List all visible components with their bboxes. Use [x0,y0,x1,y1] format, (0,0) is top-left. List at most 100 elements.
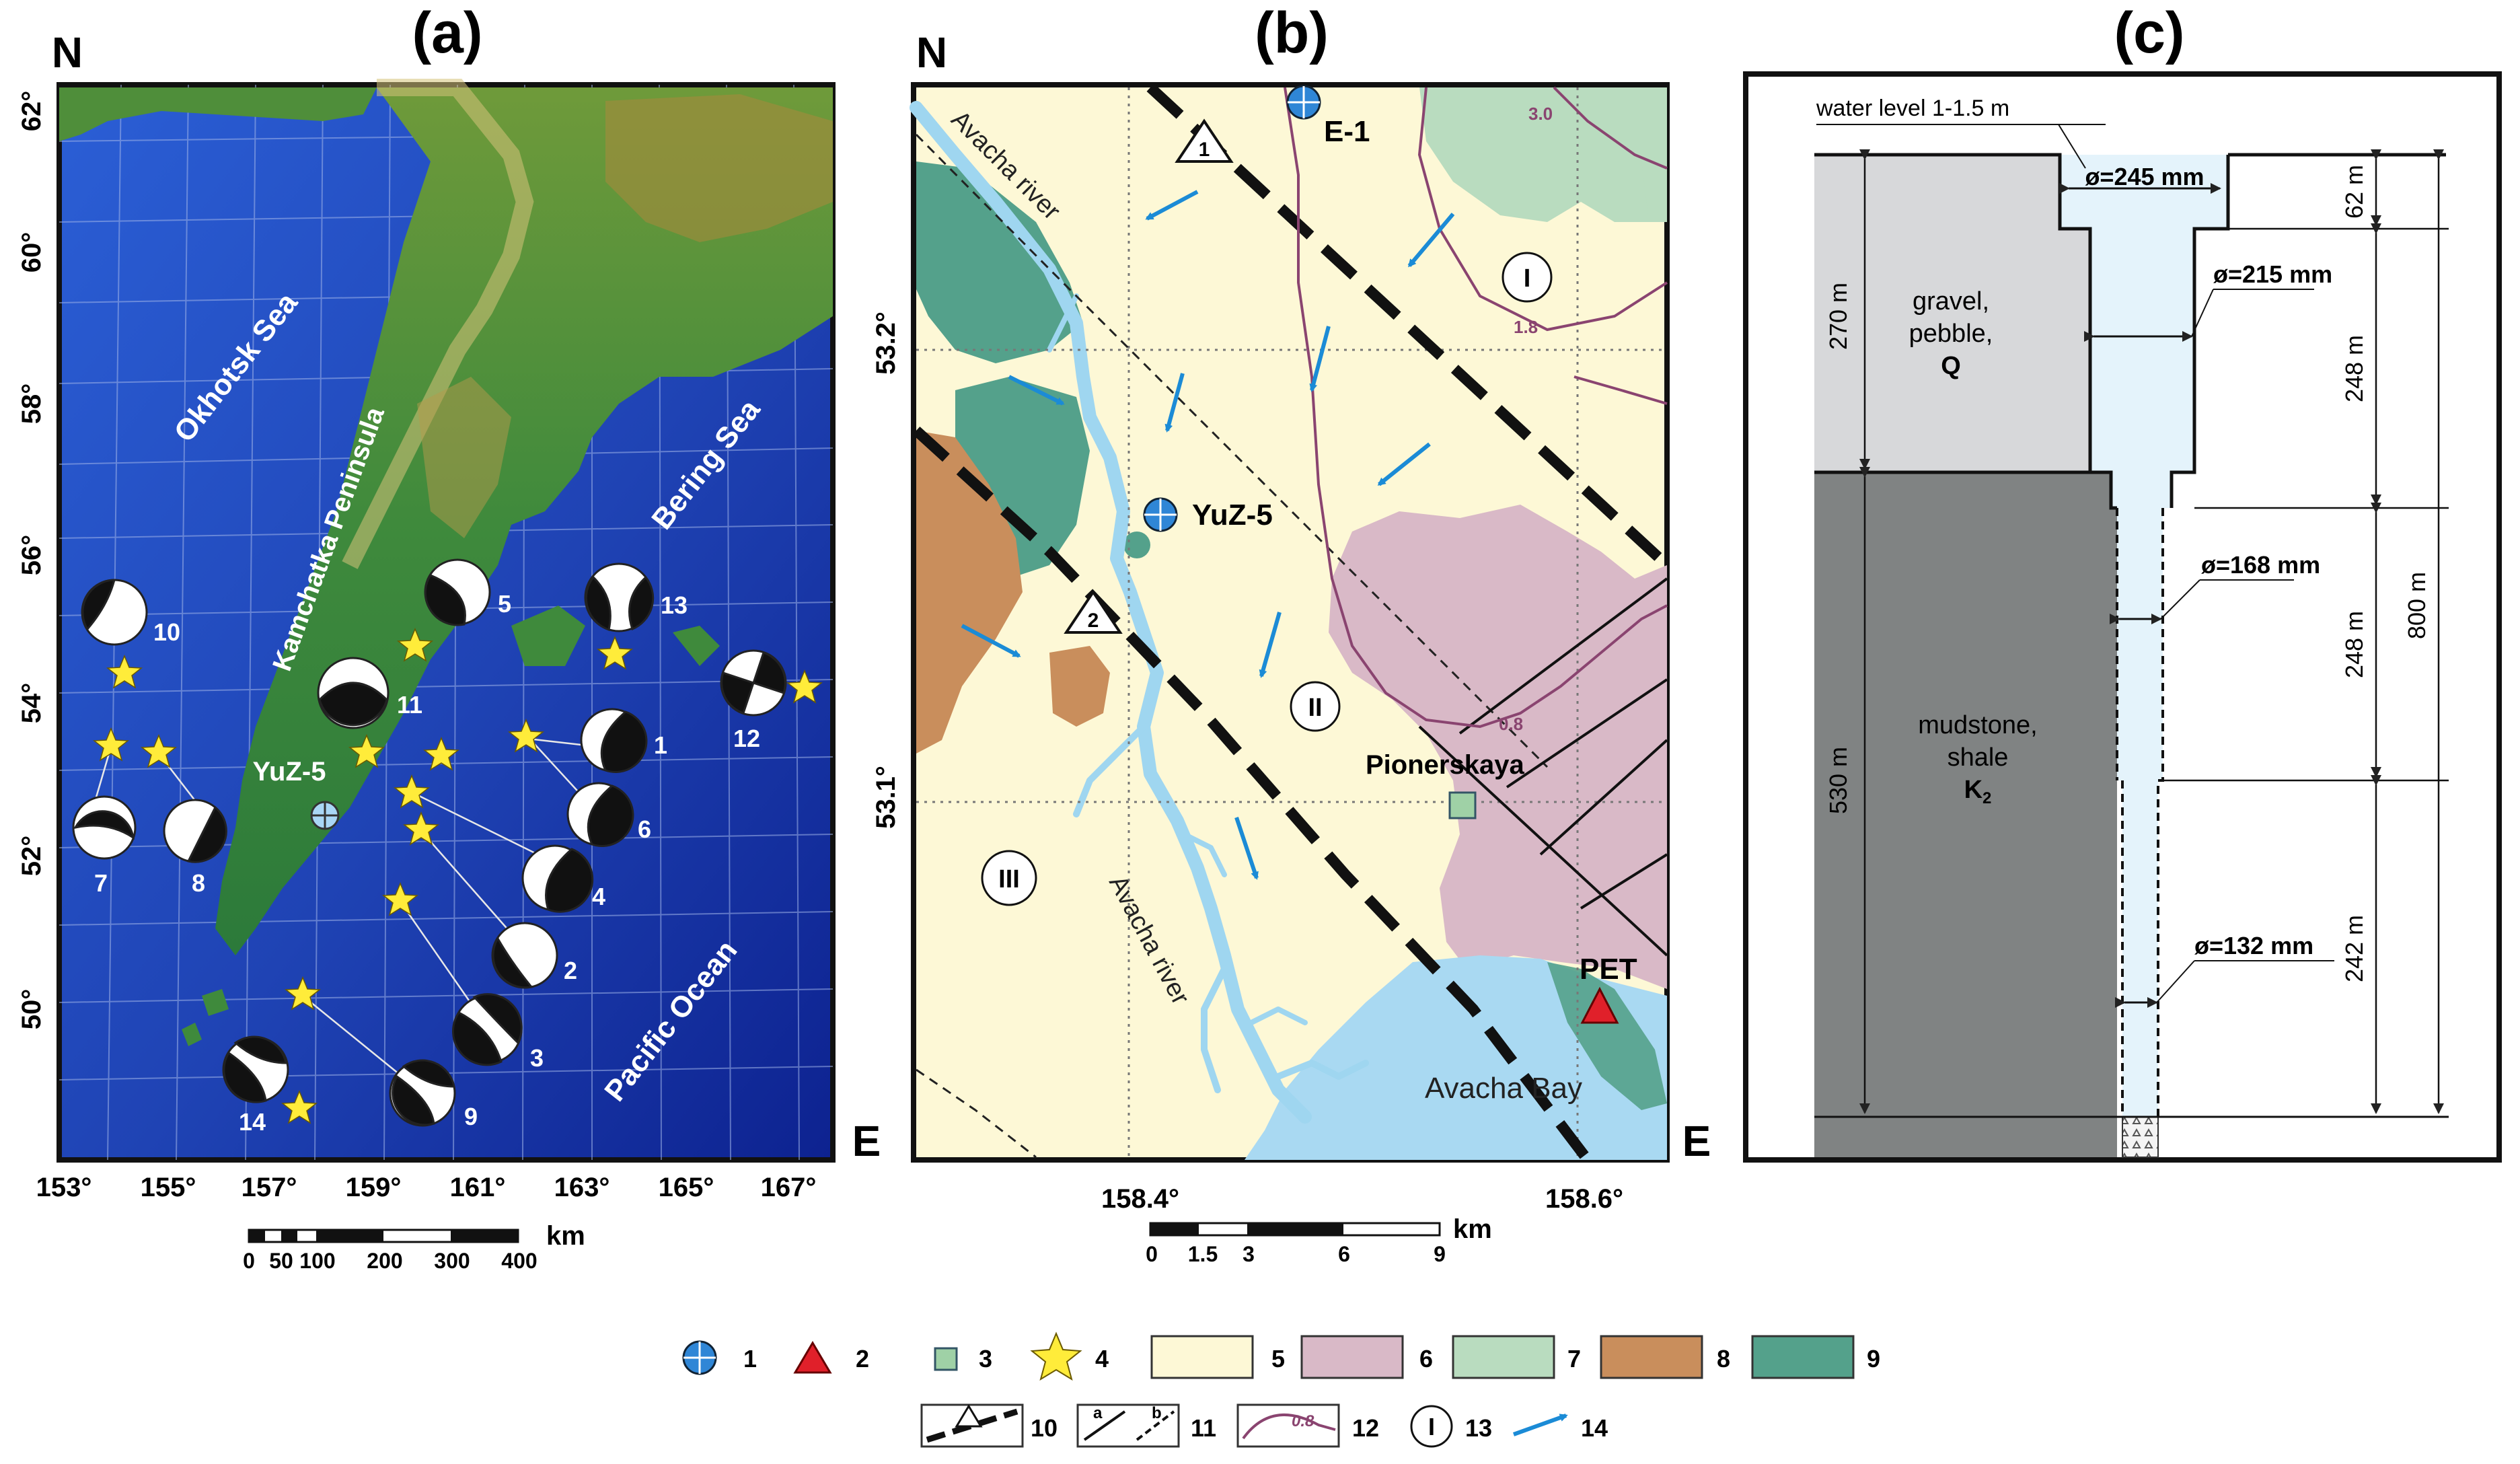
eq-number-4: 4 [592,883,605,910]
flow-arrow-icon [1259,612,1282,678]
lon-tick-158-4: 158.4° [1101,1184,1179,1214]
flow-arrow-icon [961,624,1021,658]
diameter-215: ø=215 mm [2213,260,2332,288]
legend-item-13: I 13 [1410,1405,1492,1448]
star-icon [1030,1331,1082,1381]
legend-number-14: 14 [1581,1414,1608,1442]
diameter-168: ø=168 mm [2201,551,2320,579]
well-bottom-rubble [2122,1116,2159,1158]
gravel-line3: Q [1941,352,1961,380]
lat-tick-50: 50° [17,989,46,1030]
beachball-2 [491,922,558,989]
panel-b-scale-bar: 0 1.5 3 6 9 km [1146,1214,1492,1266]
legend-number-5: 5 [1271,1345,1285,1372]
star-icon [381,882,419,916]
panel-b-north: N [916,28,947,77]
star-icon [92,727,130,762]
legend-number-10: 10 [1031,1414,1058,1442]
well-icon-e1 [1286,85,1321,120]
legend: 1 2 3 4 5 6 7 8 [682,1331,1880,1448]
depth-labels: 62 m 248 m 248 m 242 m 800 m [2340,165,2431,982]
star-icon [393,774,431,809]
legend-line-b: b [1152,1404,1162,1422]
flow-arrow-icon [1407,213,1455,268]
panel-a-north: N [52,28,83,77]
beachball-1 [580,708,648,773]
depth-248-a: 248 m [2340,335,2368,402]
panel-b-lat-ticks: 53.2° 53.1° [871,312,901,829]
gravel-line2: pebble, [1909,320,1993,348]
beachball-6 [566,782,634,847]
legend-number-12: 12 [1352,1414,1379,1442]
legend-number-7: 7 [1567,1345,1581,1372]
layer-gravel-labels: gravel, pebble, Q [1909,287,1993,380]
legend-item-2: 2 [793,1341,869,1374]
legend-number-9: 9 [1867,1345,1880,1372]
zone-iii-text: III [998,865,1020,893]
lat-tick-53-2: 53.2° [871,312,901,375]
eq-number-12: 12 [733,725,760,752]
scale-b-0: 0 [1146,1242,1158,1266]
eq-number-2: 2 [564,957,577,984]
panel-b-river [910,101,1369,1124]
depth-62: 62 m [2340,165,2368,219]
station-icon-pet [1580,986,1619,1024]
star-icon [348,734,385,768]
panel-a-lon-ticks: 153° 155° 157° 159° 161° 163° 165° 167° [36,1173,817,1202]
eq-number-10: 10 [153,618,180,646]
well-icon-yuz5-a [310,801,340,830]
panel-c-label: (c) [2114,1,2184,65]
scale-b-unit: km [1453,1214,1492,1244]
panel-b-minor-faults [915,133,1549,1159]
legend-number-13: 13 [1465,1414,1492,1442]
zone-label-ii: II [1290,681,1341,732]
star-icon [396,628,434,662]
star-icon [422,737,460,771]
fault-number-2: 2 [1088,610,1099,632]
flow-arrow-icon [1377,442,1431,486]
panel-b-isoline-labels: 3.0 1.8 0.8 [1499,104,1553,734]
panel-b-east: E [1682,1117,1711,1165]
mudstone-line2: shale [1948,743,2009,772]
lon-tick-158-6: 158.6° [1545,1184,1623,1214]
scale-a-50: 50 [269,1249,293,1273]
lat-tick-53-1: 53.1° [871,766,901,829]
well-icon-yuz5-b [1143,497,1178,532]
mechanism-numbers: 10 5 13 11 12 1 6 7 8 4 2 3 14 9 [94,590,760,1136]
scale-a-0: 0 [243,1249,255,1273]
eq-number-3: 3 [530,1044,544,1072]
beachball-7 [72,795,137,860]
settlement-icon-pionerskaya [1448,791,1477,819]
panel-c: (c) water level 1-1.5 m ø=245 m [1743,1,2502,1163]
panel-b-lon-ticks: 158.4° 158.6° [1101,1184,1623,1214]
legend-item-8: 8 [1600,1335,1730,1379]
star-icon [596,636,634,670]
mudstone-line1: mudstone, [1918,711,2037,739]
fault-number-1: 1 [1199,139,1210,161]
lat-tick-60: 60° [17,232,46,273]
lon-tick-165: 165° [659,1173,714,1202]
panel-b-solid-faults [1418,577,1668,957]
legend-number-11: 11 [1191,1414,1216,1442]
isoline-label-1-8: 1.8 [1514,317,1538,337]
panel-b-isolines [1284,86,1668,729]
lon-tick-167: 167° [761,1173,817,1202]
scale-a-unit: km [546,1221,585,1251]
well-outline [1814,153,2446,510]
eq-number-14: 14 [239,1108,266,1136]
legend-number-6: 6 [1419,1345,1433,1372]
focal-mechanisms [72,558,787,1127]
legend-item-12: 0.8 12 [1236,1403,1379,1448]
beachball-10 [81,579,148,646]
panel-b-major-faults [912,83,1671,1163]
lat-tick-58: 58° [17,383,46,425]
legend-item-10: 10 [920,1403,1058,1448]
star-icon [284,976,322,1011]
beachball-9 [389,1059,456,1127]
legend-iso-label: 0.8 [1292,1412,1314,1430]
eq-number-11: 11 [397,691,422,719]
star-icon [140,734,178,768]
depth-242: 242 m [2340,915,2368,982]
panel-b-flow-arrows [961,190,1455,880]
fault-marker-2: 2 [1064,589,1123,634]
